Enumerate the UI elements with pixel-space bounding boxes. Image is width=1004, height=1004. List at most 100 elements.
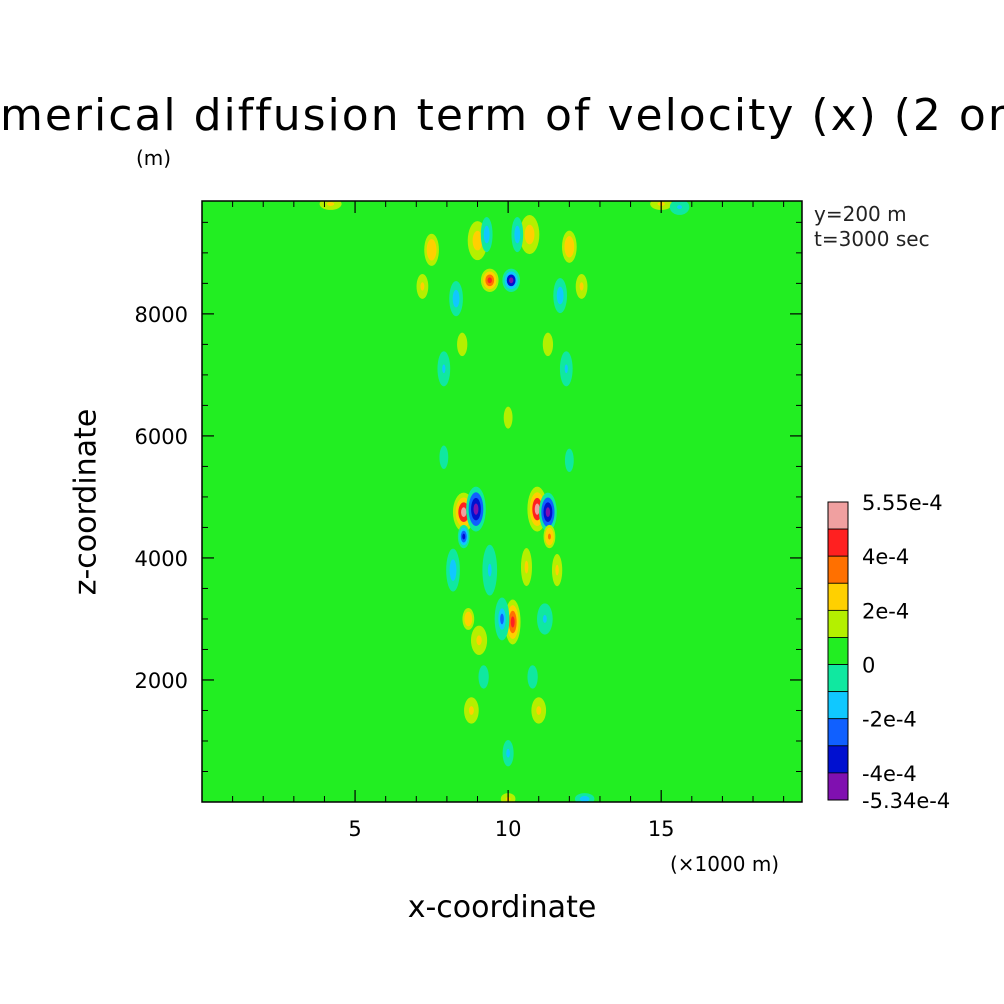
colorbar: 5.55e-4 4e-4 2e-4 0 -2e-4 -4e-4 -5.34e-4 <box>827 491 950 813</box>
contour-feature <box>551 554 563 587</box>
x-tick-label: 15 <box>648 817 675 841</box>
contour-feature <box>437 351 451 387</box>
contour-level <box>476 635 482 646</box>
contour-feature <box>416 273 429 299</box>
contour-level <box>564 364 568 374</box>
contour-level <box>485 230 489 239</box>
x-axis-label: x-coordinate <box>407 890 597 925</box>
colorbar-frame <box>827 501 849 801</box>
annotation-y: y=200 m <box>814 202 907 226</box>
contour-feature <box>449 281 463 317</box>
contour-level <box>429 244 435 256</box>
plot-frame <box>201 200 803 803</box>
colorbar-label: -4e-4 <box>862 762 917 786</box>
contour-level <box>542 615 547 623</box>
contour-feature <box>446 548 460 592</box>
contour-feature <box>457 332 468 357</box>
contour-feature <box>424 233 439 266</box>
x-axis-units: (×1000 m) <box>670 852 780 876</box>
colorbar-swatch <box>827 609 849 638</box>
contour-level <box>420 282 425 291</box>
contour-level <box>462 533 466 540</box>
annotation-t: t=3000 sec <box>814 227 930 251</box>
contour-feature <box>470 625 488 655</box>
y-tick-label: 4000 <box>135 547 188 571</box>
contour-feature <box>478 665 489 689</box>
contour-feature <box>511 216 524 253</box>
colorbar-swatch <box>827 664 849 693</box>
plot-background <box>202 201 802 802</box>
contour-level <box>579 282 584 291</box>
contour-level <box>466 615 471 623</box>
y-tick-label: 2000 <box>135 669 188 693</box>
contour-level <box>546 340 550 349</box>
contour-feature <box>553 278 568 314</box>
y-tick-label: 6000 <box>135 425 188 449</box>
contour-level <box>582 797 588 801</box>
contour-feature <box>537 603 553 635</box>
contour-level <box>534 503 540 515</box>
contour-feature <box>559 351 573 387</box>
contour-level <box>506 748 510 758</box>
contour-feature <box>669 201 690 215</box>
contour-level <box>442 453 446 462</box>
colorbar-label: 4e-4 <box>862 545 909 569</box>
contour-feature <box>319 201 342 210</box>
contour-level <box>506 413 510 422</box>
contour-feature <box>543 524 556 549</box>
contour-level <box>473 503 479 515</box>
contour-feature <box>457 524 470 549</box>
contour-feature <box>480 268 499 293</box>
contour-feature <box>564 448 574 473</box>
chart-title: merical diffusion term of velocity (x) (… <box>0 90 1004 141</box>
colorbar-swatch <box>827 772 849 801</box>
y-tick-label: 8000 <box>135 303 188 327</box>
contour-feature <box>502 268 520 293</box>
contour-level <box>500 613 504 625</box>
contour-feature <box>480 216 493 253</box>
colorbar-swatch <box>827 718 849 747</box>
contour-feature <box>574 793 595 802</box>
contour-level <box>508 277 514 284</box>
contour-level <box>487 277 492 284</box>
contour-feature <box>464 697 479 724</box>
contour-feature <box>520 548 532 587</box>
contour-level <box>454 294 458 304</box>
contour-level <box>677 205 682 210</box>
colorbar-label: -2e-4 <box>862 708 917 732</box>
contour-feature <box>466 486 486 532</box>
contour-feature <box>494 597 510 641</box>
contour-level <box>567 456 571 465</box>
contour-feature <box>482 544 498 596</box>
x-tick-label: 5 <box>348 817 361 841</box>
contour-level <box>547 533 551 540</box>
contour-level <box>460 340 464 349</box>
contour-level <box>527 229 532 240</box>
contour-level <box>545 507 551 518</box>
contour-feature <box>502 740 514 767</box>
contour-level <box>530 673 535 681</box>
contour-level <box>566 241 572 253</box>
contour-level <box>515 230 519 239</box>
contour-feature <box>527 665 538 689</box>
contour-level <box>536 706 542 715</box>
contour-feature <box>542 332 554 357</box>
contour-level <box>451 564 455 576</box>
contour-level <box>461 507 467 518</box>
colorbar-label: 0 <box>862 654 875 678</box>
contour-level <box>558 291 562 300</box>
contour-level <box>475 235 480 246</box>
colorbar-label: 5.55e-4 <box>862 491 943 515</box>
contour-level <box>481 673 486 681</box>
contour-feature <box>531 697 547 724</box>
colorbar-swatch <box>827 582 849 611</box>
contour-level <box>468 706 474 715</box>
contour-level <box>487 563 492 577</box>
colorbar-swatch <box>827 745 849 774</box>
contour-feature <box>462 607 475 630</box>
colorbar-label: 2e-4 <box>862 599 909 623</box>
contour-feature <box>539 492 557 532</box>
axis-ticks: 5 10 15 2000 4000 6000 8000 <box>135 201 802 841</box>
colorbar-label: -5.34e-4 <box>862 789 950 813</box>
